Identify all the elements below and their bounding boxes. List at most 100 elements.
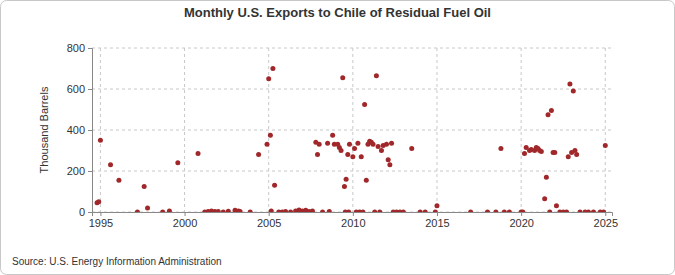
- point: [360, 210, 365, 213]
- point: [266, 76, 271, 81]
- tick-mark: [521, 212, 522, 216]
- point: [221, 210, 226, 213]
- tick-mark: [88, 171, 92, 172]
- point: [376, 144, 381, 149]
- point: [355, 141, 360, 146]
- point: [327, 209, 332, 212]
- point: [96, 199, 101, 204]
- point: [359, 154, 364, 159]
- tick-label: 400: [67, 124, 85, 136]
- tick: 600: [67, 83, 92, 95]
- point: [216, 209, 221, 212]
- point: [347, 142, 352, 147]
- axis-line: [88, 49, 93, 213]
- tick-mark: [185, 212, 186, 216]
- tick: 2025: [594, 212, 618, 229]
- point: [520, 210, 525, 213]
- tick-label: 2000: [173, 217, 197, 229]
- point: [196, 151, 201, 156]
- tick-label: 600: [67, 83, 85, 95]
- tick-label: 0: [79, 206, 85, 218]
- point: [374, 73, 379, 78]
- point: [362, 102, 367, 107]
- y-axis: 0 200 400 600 800: [67, 42, 93, 218]
- grid-line: [436, 48, 437, 212]
- point: [564, 210, 569, 213]
- x-axis: 1995200020052010201520202025: [89, 212, 618, 229]
- point: [566, 154, 571, 159]
- grid-line: [352, 48, 353, 212]
- point: [256, 152, 261, 157]
- tick-label: 800: [67, 42, 85, 54]
- tick-mark: [353, 212, 354, 216]
- tick-mark: [605, 212, 606, 216]
- point: [346, 210, 351, 213]
- tick-label: 2025: [594, 217, 618, 229]
- point: [567, 81, 572, 86]
- point: [434, 203, 439, 208]
- grid-line: [92, 48, 612, 49]
- point: [116, 178, 121, 183]
- point: [320, 210, 325, 213]
- tick: 2015: [425, 212, 449, 229]
- point: [269, 208, 274, 212]
- point: [330, 133, 335, 138]
- grid-line: [92, 130, 612, 131]
- grid-line: [268, 48, 269, 212]
- grid: [92, 48, 612, 212]
- point: [238, 209, 243, 212]
- axis-line: [93, 213, 613, 217]
- point: [283, 209, 288, 212]
- tick: 800: [67, 42, 92, 54]
- point: [384, 142, 389, 147]
- point: [350, 154, 355, 159]
- tick-mark: [100, 212, 101, 216]
- point: [601, 210, 606, 213]
- tick-mark: [88, 89, 92, 90]
- grid-line: [92, 89, 612, 90]
- grid-line: [100, 48, 101, 212]
- point: [377, 210, 382, 213]
- point: [389, 141, 394, 146]
- point: [387, 162, 392, 167]
- grid-line: [92, 171, 612, 172]
- tick-mark: [88, 212, 92, 213]
- point: [522, 151, 527, 156]
- tick: 0: [79, 206, 92, 218]
- tick: 1995: [89, 212, 113, 229]
- point: [167, 208, 172, 212]
- point: [544, 175, 549, 180]
- point: [371, 142, 376, 147]
- point: [547, 210, 552, 213]
- y-axis-title: Thousand Barrels: [38, 86, 50, 173]
- point: [549, 108, 554, 113]
- point: [265, 142, 270, 147]
- point: [546, 112, 551, 117]
- point: [345, 152, 350, 157]
- point: [401, 210, 406, 213]
- point: [433, 210, 438, 213]
- point: [485, 210, 490, 213]
- tick: 2010: [341, 212, 365, 229]
- point: [578, 210, 583, 213]
- point: [586, 210, 591, 213]
- tick-label: 2020: [509, 217, 533, 229]
- point: [502, 210, 507, 213]
- point: [507, 210, 512, 213]
- tick: 200: [67, 165, 92, 177]
- point: [571, 89, 576, 94]
- grid-line: [521, 48, 522, 212]
- point: [386, 157, 391, 162]
- point: [270, 66, 275, 71]
- tick-label: 200: [67, 165, 85, 177]
- point: [272, 183, 277, 188]
- point: [352, 146, 357, 151]
- point: [468, 210, 473, 213]
- tick-mark: [437, 212, 438, 216]
- tick: 2000: [173, 212, 197, 229]
- point: [325, 141, 330, 146]
- point: [310, 208, 315, 212]
- point: [342, 184, 347, 189]
- point: [418, 210, 423, 213]
- point: [142, 184, 147, 189]
